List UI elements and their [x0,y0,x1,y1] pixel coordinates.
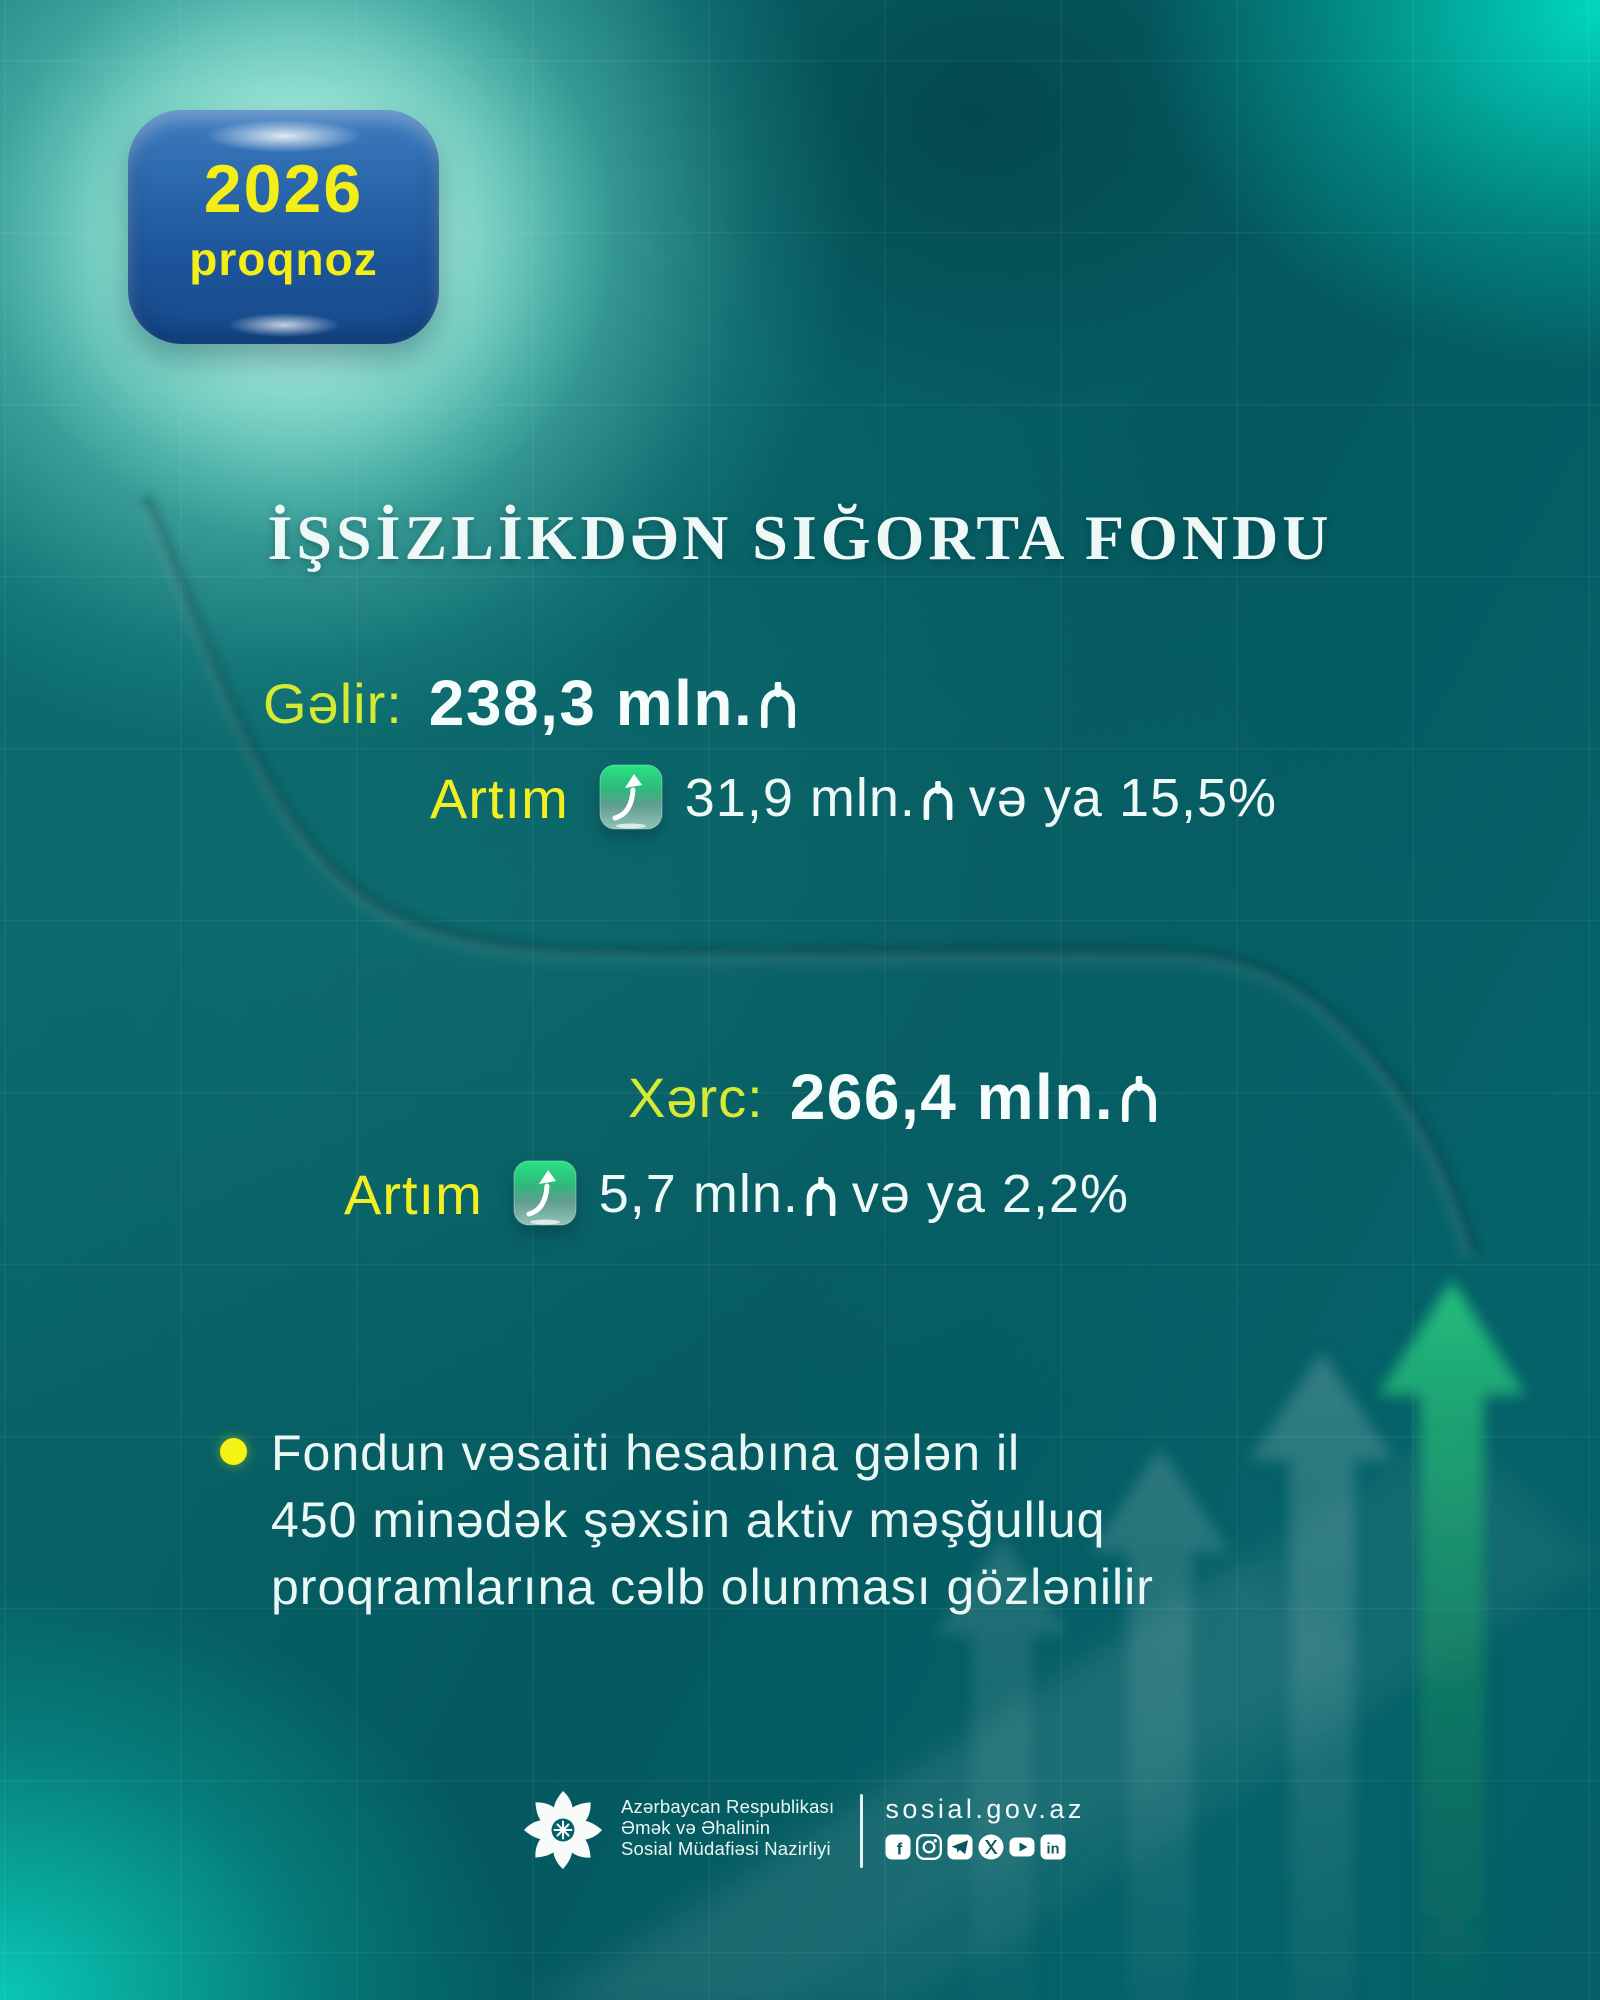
note-line: Fondun vəsaiti hesabına gələn il [271,1425,1021,1481]
note-line: 450 minədək şəxsin aktiv məşğulluq [271,1492,1106,1548]
manat-icon [761,682,796,728]
website-url: sosial.gov.az [885,1794,1085,1824]
manat-icon [806,1176,836,1216]
instagram-icon [916,1834,943,1860]
facebook-icon: f [885,1834,911,1860]
expense-growth-row: Artım 5,7 mln. və ya 2,2% [344,1160,1129,1228]
ministry-name: Azərbaycan Respublikası Əmək və Əhalinin… [621,1796,834,1859]
ministry-line: Sosial Müdafiəsi Nazirliyi [621,1838,831,1859]
youtube-icon [1009,1837,1035,1857]
expense-growth-label: Artım [344,1162,483,1226]
income-growth-value: 31,9 mln. [684,768,916,828]
income-label: Gəlir: [263,671,403,735]
manat-icon [923,780,953,820]
manat-icon [1122,1076,1157,1122]
expense-growth-value: 5,7 mln. [598,1164,799,1224]
income-growth-label: Artım [430,766,569,830]
svg-text:in: in [1047,1842,1060,1858]
income-growth-row: Artım 31,9 mln. və ya 15,5% [430,764,1277,832]
page-title: İŞSİZLİKDƏN SIĞORTA FONDU [267,501,1333,573]
footer-contact: sosial.gov.az f [885,1794,1085,1860]
arrow-up-icon [513,1160,577,1226]
bullet-dot-icon [220,1438,247,1465]
income-value: 238,3 mln. [428,667,754,739]
expense-label: Xərc: [628,1065,764,1129]
footer-divider [860,1794,864,1868]
ministry-logo-icon [524,1791,602,1869]
note-block: Fondun vəsaiti hesabına gələn il 450 min… [220,1420,1154,1621]
badge-year: 2026 [203,151,364,227]
forecast-badge: 2026 proqnoz [128,110,439,344]
telegram-icon [947,1834,973,1860]
badge-label: proqnoz [189,233,378,285]
x-twitter-icon [978,1834,1004,1860]
footer: Azərbaycan Respublikası Əmək və Əhalinin… [521,1788,1085,1872]
expense-row: Xərc: 266,4 mln. [628,1060,1159,1134]
social-icons-row: f [885,1834,1085,1860]
arrow-up-icon [599,764,663,830]
income-row: Gəlir: 238,3 mln. [263,666,798,740]
expense-value: 266,4 mln. [789,1061,1115,1133]
ministry-line: Əmək və Əhalinin [621,1817,771,1838]
linkedin-icon: in [1040,1834,1066,1860]
expense-growth-suffix: və ya 2,2% [851,1164,1130,1224]
svg-text:f: f [897,1840,903,1859]
note-line: proqramlarına cəlb olunması gözlənilir [271,1559,1154,1615]
income-growth-suffix: və ya 15,5% [968,768,1278,828]
ministry-line: Azərbaycan Respublikası [621,1796,835,1817]
note-text: Fondun vəsaiti hesabına gələn il 450 min… [271,1420,1154,1621]
